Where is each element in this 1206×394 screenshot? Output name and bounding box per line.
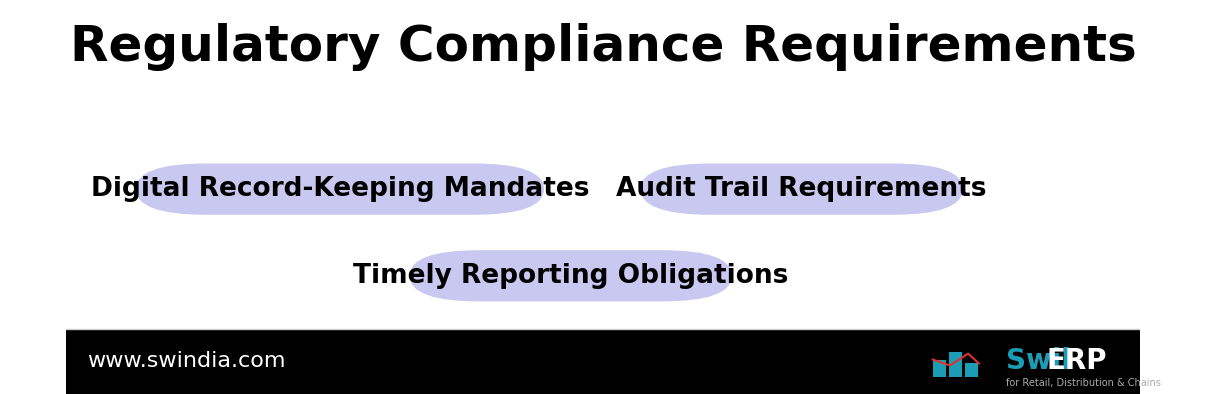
FancyBboxPatch shape <box>66 329 1140 394</box>
Text: Swil: Swil <box>1006 348 1071 375</box>
Text: Timely Reporting Obligations: Timely Reporting Obligations <box>353 263 789 289</box>
FancyBboxPatch shape <box>965 363 978 377</box>
FancyBboxPatch shape <box>932 359 946 377</box>
FancyBboxPatch shape <box>410 250 732 301</box>
Text: www.swindia.com: www.swindia.com <box>88 351 286 372</box>
Text: ERP: ERP <box>1047 348 1107 375</box>
Text: for Retail, Distribution & Chains: for Retail, Distribution & Chains <box>1006 378 1160 388</box>
Text: Audit Trail Requirements: Audit Trail Requirements <box>616 176 987 202</box>
Text: Regulatory Compliance Requirements: Regulatory Compliance Requirements <box>70 23 1136 71</box>
FancyBboxPatch shape <box>136 164 544 215</box>
FancyBboxPatch shape <box>640 164 962 215</box>
Text: Digital Record-Keeping Mandates: Digital Record-Keeping Mandates <box>90 176 590 202</box>
FancyBboxPatch shape <box>949 351 961 377</box>
